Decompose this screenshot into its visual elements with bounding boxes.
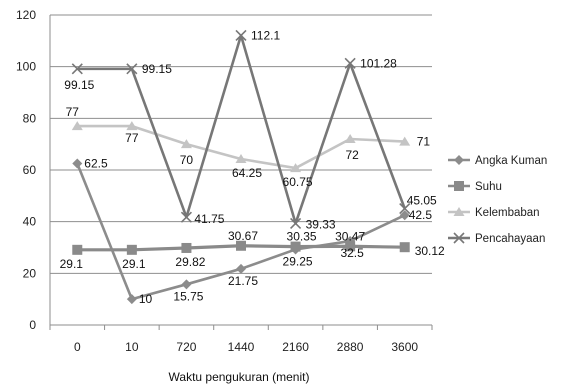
series-line-3 <box>77 34 406 225</box>
x-tick-label: 2160 <box>282 340 309 354</box>
data-label: 45.05 <box>407 194 437 208</box>
legend-label: Suhu <box>475 181 502 193</box>
x-tick-label: 1440 <box>228 340 255 354</box>
data-label: 39.33 <box>306 217 336 231</box>
data-point <box>126 63 138 75</box>
data-label: 41.75 <box>194 212 224 226</box>
data-label: 99.15 <box>142 62 172 76</box>
data-label: 29.25 <box>283 254 313 268</box>
data-point <box>399 210 410 221</box>
y-tick-label: 20 <box>23 266 37 280</box>
data-point <box>72 158 83 169</box>
data-label: 99.15 <box>64 78 94 92</box>
data-label: 30.47 <box>335 229 365 243</box>
legend-marker <box>453 207 465 216</box>
data-label: 72 <box>345 148 359 162</box>
data-point <box>180 211 192 223</box>
x-tick-label: 720 <box>176 340 196 354</box>
data-point <box>290 217 302 229</box>
legend-marker <box>454 181 464 191</box>
data-label: 15.75 <box>173 289 203 303</box>
x-tick-label: 0 <box>74 340 81 354</box>
data-point <box>236 263 246 274</box>
data-label: 30.35 <box>287 230 317 244</box>
x-tick-labels: 0 10 720 1440 2160 2880 3600 <box>74 340 418 354</box>
data-label: 21.75 <box>228 274 258 288</box>
y-tick-label: 100 <box>16 60 36 74</box>
data-point <box>344 134 356 143</box>
data-point <box>344 57 356 69</box>
data-point <box>236 240 246 251</box>
data-labels: 62.5 10 15.75 21.75 29.25 32.5 42.5 29.1 29.1 29.… <box>60 28 445 306</box>
data-point <box>126 121 138 131</box>
data-label: 101.28 <box>360 56 397 70</box>
data-label: 70 <box>180 153 194 167</box>
data-label: 32.5 <box>340 246 364 260</box>
data-point <box>181 279 192 290</box>
data-point <box>290 163 302 173</box>
data-label: 10 <box>139 292 153 306</box>
data-point <box>290 241 301 252</box>
x-tick-label: 2880 <box>337 340 364 354</box>
legend-marker <box>454 155 464 165</box>
data-point <box>399 242 410 253</box>
y-tick-label: 60 <box>23 163 37 177</box>
legend: Angka Kuman Suhu Kelembaban Pencahayaan <box>448 155 547 245</box>
series-markers <box>71 29 411 305</box>
y-tick-label: 80 <box>23 111 37 125</box>
data-point <box>71 121 83 131</box>
data-label: 29.82 <box>175 255 205 269</box>
data-label: 77 <box>66 105 80 119</box>
x-axis-title: Waktu pengukuran (menit) <box>169 370 310 384</box>
legend-marker <box>453 232 465 244</box>
data-label: 64.25 <box>232 166 262 180</box>
data-label: 71 <box>417 135 431 149</box>
data-label: 30.12 <box>415 244 445 258</box>
legend-label: Angka Kuman <box>475 155 547 167</box>
data-label: 29.1 <box>60 257 84 271</box>
data-label: 60.75 <box>283 175 313 189</box>
data-label: 30.67 <box>228 229 258 243</box>
data-point <box>235 154 247 164</box>
data-label: 62.5 <box>84 157 108 171</box>
y-tick-label: 120 <box>16 8 36 22</box>
data-point <box>126 294 137 305</box>
data-point <box>345 241 356 252</box>
data-point <box>126 244 137 255</box>
data-point <box>235 29 247 41</box>
data-label: 77 <box>125 131 139 145</box>
data-label: 29.1 <box>122 257 146 271</box>
x-tick-label: 3600 <box>391 340 418 354</box>
y-tick-label: 0 <box>29 318 36 332</box>
data-point <box>71 63 83 75</box>
data-point <box>180 139 192 149</box>
axes <box>49 15 433 330</box>
data-point <box>181 242 192 253</box>
y-tick-label: 40 <box>23 215 37 229</box>
legend-label: Pencahayaan <box>475 233 545 245</box>
x-tick-label: 10 <box>125 340 139 354</box>
y-tick-labels: 0 20 40 60 80 100 120 <box>16 8 36 332</box>
data-label: 112.1 <box>251 28 280 42</box>
data-point <box>399 203 411 215</box>
data-point <box>399 136 411 146</box>
data-label: 42.5 <box>409 208 433 222</box>
data-point <box>72 244 83 255</box>
legend-label: Kelembaban <box>475 207 540 219</box>
gridlines <box>50 14 432 274</box>
